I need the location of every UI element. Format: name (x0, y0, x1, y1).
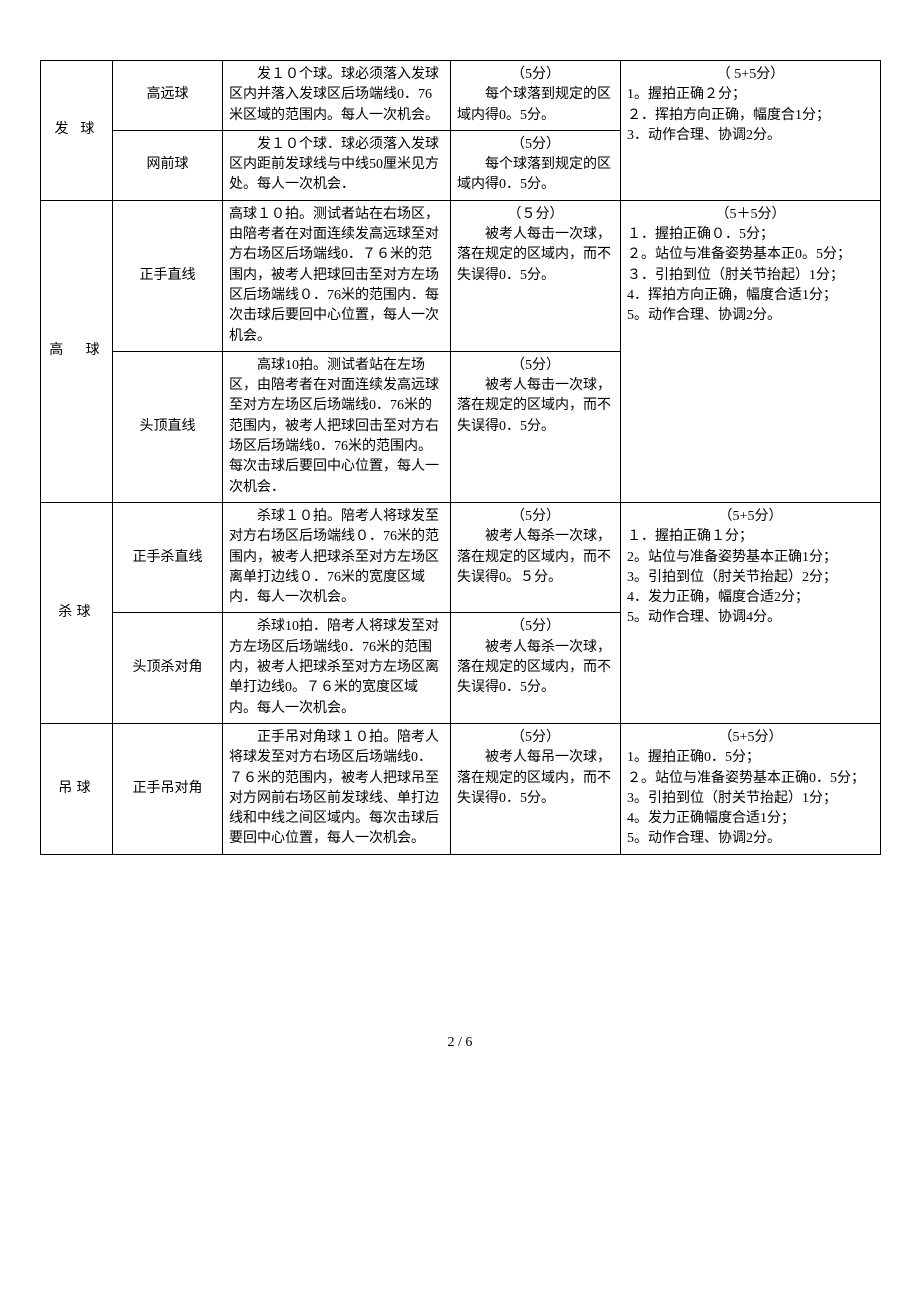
scoring-table: 发 球 高远球 发１０个球。球必须落入发球区内并落入发球区后场端线0．76米区域… (40, 60, 881, 855)
eval-item: 5。动作合理、协调2分。 (627, 306, 874, 326)
cell-subcategory: 正手吊对角 (113, 723, 223, 854)
cell-category: 杀球 (41, 502, 113, 723)
eval-item: 1。握拍正确0．5分； (627, 748, 874, 768)
cell-method: 发１０个球．球必须落入发球区内距前发球线与中线50厘米见方处。每人一次机会． (223, 130, 451, 200)
eval-list: 1。握拍正确２分； ２．挥拍方向正确，幅度合1分； 3．动作合理、协调2分。 (627, 85, 874, 146)
eval-item: ２。站位与准备姿势基本正确0．5分； (627, 769, 874, 789)
cell-subcategory: 网前球 (113, 130, 223, 200)
cell-score: （5分） 被考人每杀一次球，落在规定的区域内，而不失误得0。５分。 (451, 502, 621, 612)
eval-item: 5。动作合理、协调2分。 (627, 829, 874, 849)
score-head: （5分） (457, 135, 614, 155)
eval-head: （5+5分） (627, 728, 874, 748)
score-head: （5分） (457, 507, 614, 527)
cell-method: 高球１０拍。测试者站在右场区，由陪考者在对面连续发高远球至对方右场区后场端线0．… (223, 200, 451, 351)
score-head: （５分） (457, 205, 614, 225)
cell-subcategory: 高远球 (113, 61, 223, 131)
table-row: 杀球 正手杀直线 杀球１０拍。陪考人将球发至对方右场区后场端线０．76米的范围内… (41, 502, 881, 612)
cell-category: 高 球 (41, 200, 113, 502)
score-head: （5分） (457, 617, 614, 637)
cell-eval: （5+5分） １．握拍正确１分； 2。站位与准备姿势基本正确1分； 3。引拍到位… (621, 502, 881, 723)
cell-category: 吊球 (41, 723, 113, 854)
cell-eval: （ 5+5分） 1。握拍正确２分； ２．挥拍方向正确，幅度合1分； 3．动作合理… (621, 61, 881, 201)
cell-method: 杀球10拍．陪考人将球发至对方左场区后场端线0．76米的范围内，被考人把球杀至对… (223, 613, 451, 723)
cell-subcategory: 头顶直线 (113, 351, 223, 502)
score-body: 被考人每杀一次球，落在规定的区域内，而不失误得0．5分。 (457, 638, 614, 699)
cell-method: 杀球１０拍。陪考人将球发至对方右场区后场端线０．76米的范围内，被考人把球杀至对… (223, 502, 451, 612)
eval-item: １．握拍正确１分； (627, 527, 874, 547)
document-page: 发 球 高远球 发１０个球。球必须落入发球区内并落入发球区后场端线0．76米区域… (40, 60, 880, 1051)
cell-subcategory: 头顶杀对角 (113, 613, 223, 723)
cell-score: （5分） 每个球落到规定的区域内得0．5分。 (451, 130, 621, 200)
score-head: （5分） (457, 728, 614, 748)
cell-score: （5分） 被考人每击一次球，落在规定的区域内，而不失误得0．5分。 (451, 351, 621, 502)
table-body: 发 球 高远球 发１０个球。球必须落入发球区内并落入发球区后场端线0．76米区域… (41, 61, 881, 855)
cell-subcategory: 正手杀直线 (113, 502, 223, 612)
cell-method: 发１０个球。球必须落入发球区内并落入发球区后场端线0．76米区域的范围内。每人一… (223, 61, 451, 131)
table-row: 吊球 正手吊对角 正手吊对角球１０拍。陪考人将球发至对方右场区后场端线0．７６米… (41, 723, 881, 854)
score-body: 被考人每吊一次球，落在规定的区域内，而不失误得0．5分。 (457, 748, 614, 809)
eval-item: ２。站位与准备姿势基本正0。5分； (627, 245, 874, 265)
cell-subcategory: 正手直线 (113, 200, 223, 351)
eval-list: １．握拍正确０．5分； ２。站位与准备姿势基本正0。5分； ３．引拍到位（肘关节… (627, 225, 874, 326)
score-head: （5分） (457, 356, 614, 376)
eval-item: ２．挥拍方向正确，幅度合1分； (627, 106, 874, 126)
eval-item: １．握拍正确０．5分； (627, 225, 874, 245)
eval-item: 4．挥拍方向正确，幅度合适1分； (627, 286, 874, 306)
cell-eval: （5+5分） 1。握拍正确0．5分； ２。站位与准备姿势基本正确0．5分； 3。… (621, 723, 881, 854)
table-row: 发 球 高远球 发１０个球。球必须落入发球区内并落入发球区后场端线0．76米区域… (41, 61, 881, 131)
score-body: 被考人每击一次球，落在规定的区域内，而不失误得0．5分。 (457, 225, 614, 286)
eval-head: （ 5+5分） (627, 65, 874, 85)
score-body: 每个球落到规定的区域内得0。5分。 (457, 85, 614, 126)
eval-list: １．握拍正确１分； 2。站位与准备姿势基本正确1分； 3。引拍到位（肘关节抬起）… (627, 527, 874, 628)
eval-item: 1。握拍正确２分； (627, 85, 874, 105)
page-footer: 2 / 6 (40, 1035, 880, 1051)
eval-item: 2。站位与准备姿势基本正确1分； (627, 548, 874, 568)
cell-score: （5分） 被考人每杀一次球，落在规定的区域内，而不失误得0．5分。 (451, 613, 621, 723)
score-head: （5分） (457, 65, 614, 85)
eval-item: 4。发力正确幅度合适1分； (627, 809, 874, 829)
cell-category: 发 球 (41, 61, 113, 201)
eval-head: （5＋5分） (627, 205, 874, 225)
cell-score: （5分） 每个球落到规定的区域内得0。5分。 (451, 61, 621, 131)
eval-item: 3．动作合理、协调2分。 (627, 126, 874, 146)
score-body: 被考人每击一次球，落在规定的区域内，而不失误得0．5分。 (457, 376, 614, 437)
eval-item: 4．发力正确，幅度合适2分； (627, 588, 874, 608)
cell-eval: （5＋5分） １．握拍正确０．5分； ２。站位与准备姿势基本正0。5分； ３．引… (621, 200, 881, 502)
eval-head: （5+5分） (627, 507, 874, 527)
eval-item: 3。引拍到位（肘关节抬起）1分； (627, 789, 874, 809)
score-body: 被考人每杀一次球，落在规定的区域内，而不失误得0。５分。 (457, 527, 614, 588)
cell-method: 高球10拍。测试者站在左场区，由陪考者在对面连续发高远球至对方左场区后场端线0．… (223, 351, 451, 502)
cell-score: （5分） 被考人每吊一次球，落在规定的区域内，而不失误得0．5分。 (451, 723, 621, 854)
eval-item: 5。动作合理、协调4分。 (627, 608, 874, 628)
table-row: 高 球 正手直线 高球１０拍。测试者站在右场区，由陪考者在对面连续发高远球至对方… (41, 200, 881, 351)
eval-item: 3。引拍到位（肘关节抬起）2分； (627, 568, 874, 588)
score-body: 每个球落到规定的区域内得0．5分。 (457, 155, 614, 196)
cell-method: 正手吊对角球１０拍。陪考人将球发至对方右场区后场端线0．７６米的范围内，被考人把… (223, 723, 451, 854)
cell-score: （５分） 被考人每击一次球，落在规定的区域内，而不失误得0．5分。 (451, 200, 621, 351)
eval-list: 1。握拍正确0．5分； ２。站位与准备姿势基本正确0．5分； 3。引拍到位（肘关… (627, 748, 874, 849)
eval-item: ３．引拍到位（肘关节抬起）1分； (627, 266, 874, 286)
